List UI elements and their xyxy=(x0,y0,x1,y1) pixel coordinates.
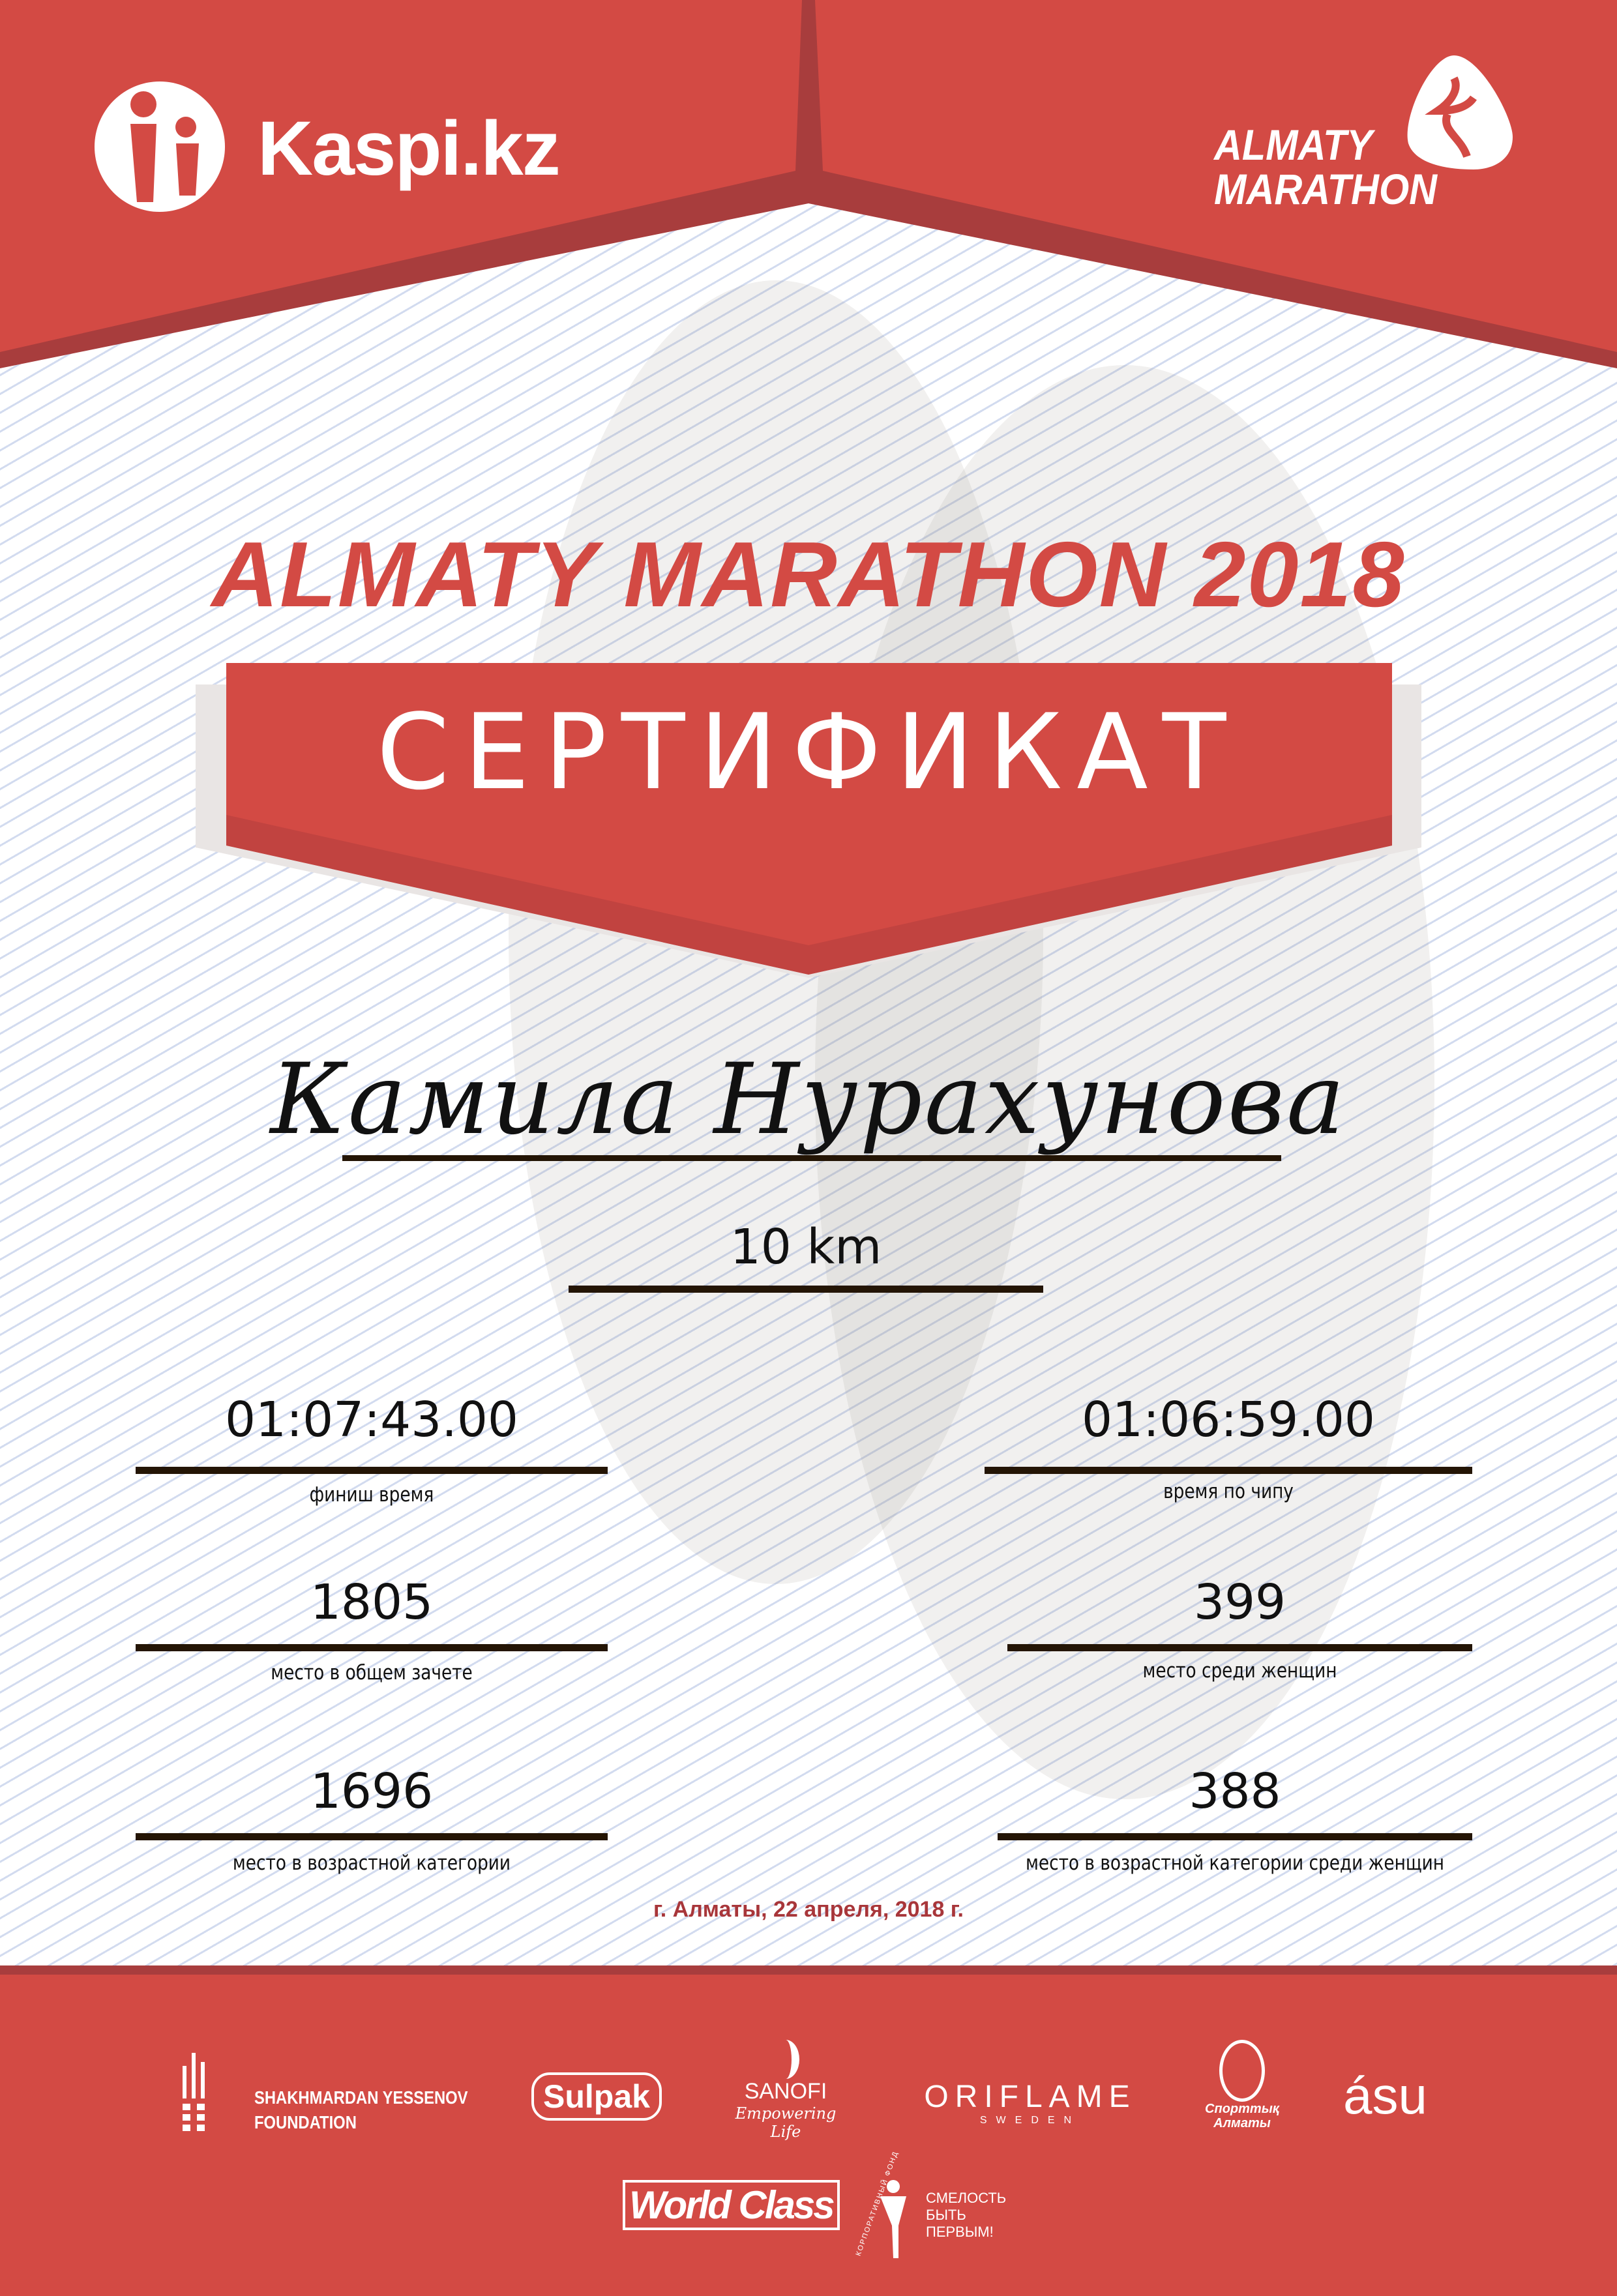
sport-almaty-emblem-icon xyxy=(1219,2040,1265,2102)
chip-time-underline xyxy=(985,1467,1472,1474)
sanofi-tagline: Empowering Life xyxy=(735,2104,837,2141)
fund-line-3: ПЕРВЫМ! xyxy=(926,2224,994,2240)
age-category-place-value: 1696 xyxy=(310,1763,434,1819)
yessenov-foundation-logo: SHAKHMARDAN YESSENOV FOUNDATION xyxy=(183,2053,468,2134)
overall-place-label: место в общем зачете xyxy=(271,1661,473,1685)
certificate-label: СЕРТИФИКАТ xyxy=(376,691,1241,813)
kaspi-logo-text: Kaspi.kz xyxy=(258,106,561,192)
fund-line-2: БЫТЬ xyxy=(926,2207,966,2223)
yessenov-bars-icon xyxy=(183,2053,205,2131)
logo-line-2: MARATHON xyxy=(1214,165,1438,213)
women-age-category-place-underline xyxy=(998,1833,1472,1840)
women-age-category-place-label: место в возрастной категории среди женщи… xyxy=(1026,1851,1444,1875)
oriflame-logo: ORIFLAME SWEDEN xyxy=(919,2079,1141,2127)
chip-time-label: время по чипу xyxy=(1163,1480,1294,1503)
worldclass-logo: World Class xyxy=(623,2180,840,2230)
background-photo-runner-woman xyxy=(815,365,1434,1799)
almaty-marathon-runner-icon xyxy=(1407,55,1513,169)
yessenov-line-1: SHAKHMARDAN YESSENOV xyxy=(254,2087,468,2108)
finish-time-label: финиш время xyxy=(309,1483,434,1507)
overall-place-underline xyxy=(136,1644,608,1651)
finish-time-value: 01:07:43.00 xyxy=(224,1392,519,1448)
date-location: г. Алматы, 22 апреля, 2018 г. xyxy=(653,1897,964,1922)
women-place-underline xyxy=(1007,1644,1472,1651)
women-place-value: 399 xyxy=(1193,1574,1286,1630)
almaty-marathon-logo: ALMATY MARATHON xyxy=(1214,123,1437,211)
certificate-ribbon xyxy=(196,663,1421,978)
participant-name: Камила Нурахунова xyxy=(270,1043,1347,1156)
kaspi-logo-icon xyxy=(95,81,225,212)
logo-line-1: ALMATY xyxy=(1214,121,1373,169)
sanofi-icon xyxy=(772,2040,799,2079)
header-banner xyxy=(0,0,1617,368)
event-title: ALMATY MARATHON 2018 xyxy=(211,523,1406,626)
oriflame-sub: SWEDEN xyxy=(979,2115,1081,2126)
fund-line-1: СМЕЛОСТЬ xyxy=(926,2190,1007,2206)
finish-time-underline xyxy=(136,1467,608,1474)
sport-almaty-line-2: Алматы xyxy=(1213,2116,1271,2130)
sanofi-logo: SANOFI Empowering Life xyxy=(720,2040,851,2141)
sport-almaty-line-1: Спорттық xyxy=(1205,2102,1279,2116)
chip-time-value: 01:06:59.00 xyxy=(1081,1392,1376,1448)
yessenov-line-2: FOUNDATION xyxy=(254,2112,357,2132)
sulpak-logo: Sulpak xyxy=(531,2072,662,2121)
distance-value: 10 km xyxy=(730,1219,882,1275)
oriflame-text: ORIFLAME xyxy=(924,2080,1136,2114)
sanofi-text: SANOFI xyxy=(744,2079,827,2104)
women-place-label: место среди женщин xyxy=(1142,1659,1337,1683)
overall-place-value: 1805 xyxy=(310,1574,434,1630)
women-age-category-place-value: 388 xyxy=(1189,1763,1281,1819)
name-underline xyxy=(342,1155,1281,1161)
corporate-fund-logo: СМЕЛОСТЬ БЫТЬ ПЕРВЫМ! КОРПОРАТИВНЫЙ ФОНД xyxy=(855,2150,1006,2261)
age-category-place-underline xyxy=(136,1833,608,1840)
fund-runner-icon xyxy=(880,2180,906,2258)
age-category-place-label: место в возрастной категории xyxy=(232,1851,511,1875)
sponsors-footer: SHAKHMARDAN YESSENOV FOUNDATION Sulpak S… xyxy=(0,1965,1617,2296)
sport-almaty-logo: Спорттық Алматы xyxy=(1193,2040,1291,2130)
asu-logo: ásu xyxy=(1343,2067,1427,2125)
distance-underline xyxy=(569,1286,1043,1293)
